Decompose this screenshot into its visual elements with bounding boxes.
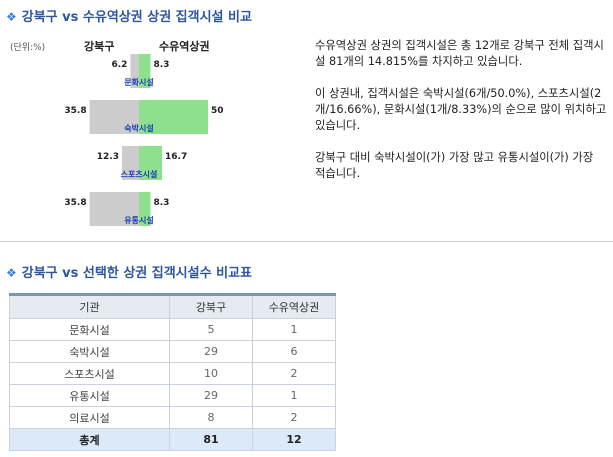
bar-left-2 xyxy=(122,146,139,180)
section-title-text: 강북구 vs 수유역상권 상권 집객시설 비교 xyxy=(21,10,252,25)
data-label-right-0: 8.3 xyxy=(153,60,169,70)
column-header-category: 기관 xyxy=(9,293,170,319)
description-paragraph-1: 수유역상권 상권의 집객시설은 총 12개로 강북구 전체 집객시설 81개의 … xyxy=(315,39,604,68)
column-header-gangbuk: 강북구 xyxy=(169,293,253,319)
category-label-0: 문화시설 xyxy=(124,77,153,87)
table-total-gangbuk: 81 xyxy=(169,428,253,451)
unit-label: (단위:%) xyxy=(10,43,46,53)
data-label-left-0: 6.2 xyxy=(111,60,127,70)
table-cell-category: 유통시설 xyxy=(9,384,170,407)
table-cell-gangbuk: 5 xyxy=(169,318,253,341)
table-total-label: 총계 xyxy=(9,428,170,451)
table-total-suyu: 12 xyxy=(252,428,336,451)
bar-right-3 xyxy=(139,192,151,226)
bar-left-0 xyxy=(130,54,139,88)
data-label-right-3: 8.3 xyxy=(153,198,169,208)
legend-right-series: 수유역상권 xyxy=(159,40,210,53)
data-label-left-2: 12.3 xyxy=(97,152,119,162)
section-title-text: 강북구 vs 선택한 상권 집객시설수 비교표 xyxy=(21,266,252,281)
data-label-left-1: 35.8 xyxy=(64,106,86,116)
table-cell-category: 문화시설 xyxy=(9,318,170,341)
table-cell-gangbuk: 29 xyxy=(169,384,253,407)
data-label-right-1: 50 xyxy=(211,106,224,116)
description-paragraph-2: 이 상권내, 집객시설은 숙박시설(6개/50.0%), 스포츠시설(2개/16… xyxy=(315,87,607,132)
facility-count-table: 기관 강북구 수유역상권 문화시설 5 1 숙박시설 29 6 스포츠시설 10… xyxy=(9,293,336,451)
table-cell-gangbuk: 10 xyxy=(169,362,253,385)
data-label-right-2: 16.7 xyxy=(165,152,187,162)
table-row: 유통시설 29 1 xyxy=(9,384,336,407)
category-label-3: 유통시설 xyxy=(124,215,153,225)
diamond-bullet-icon: ❖ xyxy=(6,10,17,24)
table-header-row: 기관 강북구 수유역상권 xyxy=(9,293,336,319)
bar-left-1 xyxy=(89,100,139,134)
section-title-facility-comparison: ❖ 강북구 vs 수유역상권 상권 집객시설 비교 xyxy=(6,6,252,25)
section-title-facility-count-table: ❖ 강북구 vs 선택한 상권 집객시설수 비교표 xyxy=(6,262,252,281)
legend-left-series: 강북구 xyxy=(84,40,115,53)
table-cell-category: 스포츠시설 xyxy=(9,362,170,385)
table-cell-suyu: 6 xyxy=(252,340,336,363)
table-cell-suyu: 1 xyxy=(252,318,336,341)
table-cell-suyu: 2 xyxy=(252,406,336,429)
column-header-suyu: 수유역상권 xyxy=(252,293,336,319)
data-label-left-3: 35.8 xyxy=(64,198,86,208)
bar-right-0 xyxy=(139,54,151,88)
diamond-bullet-icon: ❖ xyxy=(6,266,17,280)
table-cell-gangbuk: 29 xyxy=(169,340,253,363)
category-label-1: 숙박시설 xyxy=(124,123,153,133)
table-row: 문화시설 5 1 xyxy=(9,318,336,341)
table-total-row: 총계 81 12 xyxy=(9,428,336,451)
description-panel: 수유역상권 상권의 집객시설은 총 12개로 강북구 전체 집객시설 81개의 … xyxy=(315,38,607,198)
table-row: 숙박시설 29 6 xyxy=(9,340,336,363)
section-divider xyxy=(0,241,613,242)
bar-left-3 xyxy=(89,192,139,226)
description-paragraph-3: 강북구 대비 숙박시설이(가) 가장 많고 유통시설이(가) 가장 적습니다. xyxy=(315,151,594,180)
bar-right-2 xyxy=(139,146,163,180)
bar-right-1 xyxy=(139,100,208,134)
table-row: 스포츠시설 10 2 xyxy=(9,362,336,385)
table-cell-category: 의료시설 xyxy=(9,406,170,429)
table-row: 의료시설 8 2 xyxy=(9,406,336,429)
category-label-2: 스포츠시설 xyxy=(121,169,158,179)
table-cell-gangbuk: 8 xyxy=(169,406,253,429)
table-cell-suyu: 1 xyxy=(252,384,336,407)
table-cell-category: 숙박시설 xyxy=(9,340,170,363)
table-cell-suyu: 2 xyxy=(252,362,336,385)
